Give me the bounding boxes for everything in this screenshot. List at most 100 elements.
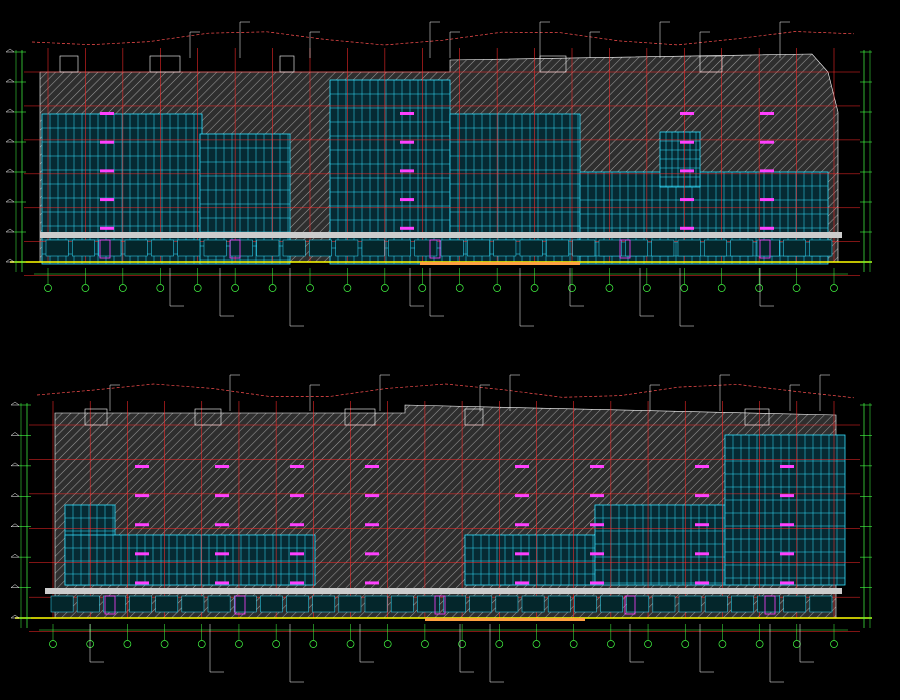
grid-bubble-icon: [605, 284, 614, 292]
grid-bubble-icon: [493, 284, 501, 292]
shopfront-bay: [256, 239, 280, 257]
grid-bubble-icon: [160, 640, 169, 648]
dimension-chains: [10, 374, 872, 683]
curtain-wall-middle: [464, 534, 596, 586]
grid-bubble-icon: [792, 640, 801, 648]
entrance-door: [104, 595, 116, 615]
level-marker-icon: [10, 492, 20, 497]
shopfront-bay: [124, 239, 148, 257]
opening-marker: [515, 581, 529, 585]
upper-elevation: [5, 21, 872, 327]
plinth-band: [45, 588, 842, 594]
pavement-strip: [420, 262, 580, 265]
grid-bubble-icon: [383, 640, 392, 648]
grid-bubble-icon: [644, 640, 652, 648]
shopfront-bay: [651, 239, 675, 257]
opening-marker: [695, 581, 709, 585]
grid-bubble-icon: [346, 640, 355, 648]
grid-bubble-icon: [381, 284, 389, 292]
shopfront-bay: [129, 595, 152, 613]
grid-bubble-icon: [193, 284, 202, 292]
shopfront-bay: [361, 239, 385, 257]
glazing-frame: [464, 534, 596, 586]
shopfront-bay: [207, 595, 231, 613]
opening-marker: [290, 465, 304, 468]
grid-bubble-icon: [569, 640, 578, 648]
roof-parapet: [194, 408, 222, 426]
grid-bubble-icon: [755, 284, 763, 292]
shopfront-bay: [45, 239, 69, 257]
entrance-door: [759, 239, 771, 259]
lower-elevation: [10, 374, 872, 683]
shopfront-bay: [282, 239, 306, 257]
shopfront-bay: [519, 239, 543, 257]
grid-bubble-icon: [755, 640, 764, 648]
opening-marker: [695, 494, 709, 498]
shopfront-bay: [783, 595, 807, 613]
opening-marker: [100, 140, 114, 144]
shopfront-bay: [521, 595, 545, 613]
opening-marker: [400, 198, 414, 202]
roof-parapet: [699, 55, 723, 73]
grid-bubble-icon: [418, 284, 427, 292]
opening-marker: [590, 581, 604, 585]
level-marker-icon: [5, 108, 15, 113]
opening-marker: [400, 169, 414, 173]
glazing-frame: [64, 534, 316, 586]
shopfront-bay: [103, 595, 126, 613]
shopfront-bay: [467, 239, 490, 257]
shopfront-bay: [335, 239, 359, 257]
grid-bubble-icon: [455, 284, 464, 292]
shopfront-bay: [203, 239, 227, 257]
grid-bubble-icon: [81, 284, 90, 292]
entrance-door: [619, 239, 631, 259]
opening-marker: [760, 198, 774, 202]
boundary-cloud-line: [36, 383, 855, 399]
level-marker-icon: [5, 258, 15, 263]
opening-marker: [515, 465, 529, 468]
level-marker-icon: [10, 523, 20, 527]
shopfront-bay: [626, 595, 650, 613]
entrance-door: [434, 595, 446, 615]
shopfront-bay: [364, 595, 388, 613]
shopfront-bay: [809, 595, 833, 613]
opening-marker: [100, 169, 114, 173]
roof-parapet: [149, 55, 181, 73]
entrance-door: [764, 595, 776, 615]
level-marker-icon: [5, 48, 15, 53]
opening-marker: [290, 552, 304, 556]
opening-marker: [760, 140, 774, 144]
grid-bubble-icon: [495, 640, 504, 648]
shopfront-bay: [390, 595, 414, 613]
opening-marker: [760, 226, 774, 230]
opening-marker: [400, 140, 414, 144]
grid-bubble-icon: [231, 284, 239, 292]
grid-bubble-icon: [458, 640, 466, 648]
roof-parapet: [744, 408, 770, 426]
grid-bubble-icon: [568, 284, 576, 292]
opening-marker: [215, 581, 229, 585]
level-marker-icon: [10, 401, 20, 406]
opening-marker: [135, 552, 149, 556]
dimension-chains: [5, 21, 872, 327]
opening-marker: [365, 581, 379, 585]
opening-marker: [680, 198, 694, 202]
shopfront-bay: [469, 595, 493, 613]
shopfront-bay: [493, 239, 517, 257]
roof-parapet: [84, 408, 108, 426]
pavement-strip: [425, 618, 585, 621]
roof-parapet: [539, 55, 567, 73]
grid-bubble-icon: [123, 640, 132, 648]
opening-marker: [100, 226, 114, 230]
grid-bubble-icon: [268, 284, 277, 292]
shopfront-bay: [338, 595, 362, 613]
shopfront-bay: [230, 239, 253, 257]
opening-marker: [780, 494, 794, 498]
opening-marker: [135, 465, 149, 468]
grid-bubble-icon: [830, 640, 838, 648]
shopfront-bay: [730, 239, 754, 257]
shopfront-bay: [151, 239, 174, 257]
shopfront-bay: [414, 239, 438, 257]
shopfront-bay: [440, 239, 464, 257]
shopfront-bay: [731, 595, 754, 613]
